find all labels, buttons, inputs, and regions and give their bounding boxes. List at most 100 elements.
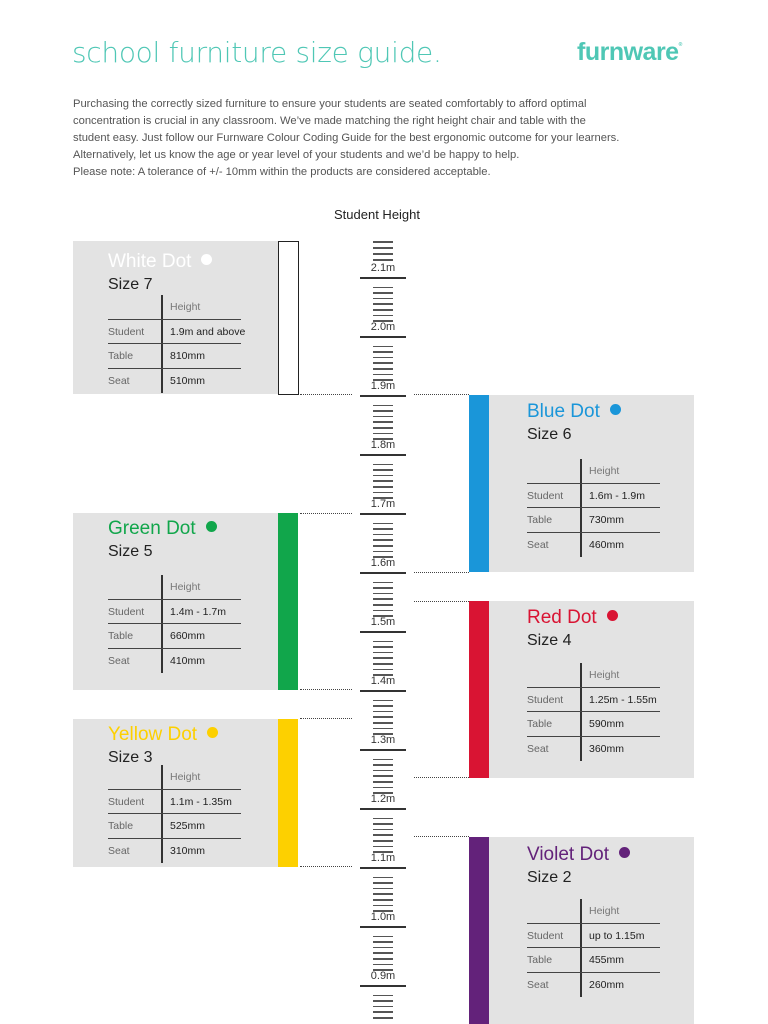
registered-mark: ®	[678, 42, 683, 48]
table-header-row: Height	[527, 663, 660, 688]
ruler-minor-tick	[373, 259, 393, 261]
ruler-minor-tick	[373, 969, 393, 971]
ruler-minor-tick	[373, 946, 393, 949]
table-row: Seat 510mm	[108, 369, 241, 394]
row-label: Table	[527, 954, 553, 966]
logo-text: furnware	[577, 38, 679, 66]
ruler-minor-tick	[373, 469, 393, 471]
row-label: Seat	[108, 844, 130, 857]
ruler-minor-tick	[373, 432, 393, 435]
row-label: Table	[527, 718, 553, 730]
ruler-label: 1.3m	[370, 734, 396, 746]
row-label: Student	[527, 693, 564, 706]
row-label: Seat	[108, 654, 130, 667]
intro-paragraph: Purchasing the correctly sized furniture…	[73, 96, 683, 181]
dot-name: Red Dot	[527, 607, 597, 628]
green-dot-icon	[205, 521, 217, 532]
table-height-value: 525mm	[170, 820, 206, 832]
ruler-minor-tick	[373, 828, 393, 831]
ruler-minor-tick	[373, 539, 393, 541]
ruler-minor-tick	[373, 415, 393, 418]
ruler-minor-tick	[373, 592, 393, 595]
ruler-minor-tick	[373, 297, 393, 300]
column-header: Height	[170, 581, 201, 593]
connector-line	[414, 394, 469, 395]
ruler-minor-tick	[373, 556, 393, 558]
ruler-minor-tick	[373, 775, 393, 777]
table-header-row: Height	[108, 575, 241, 600]
ruler-label: 1.6m	[370, 557, 396, 569]
ruler-minor-tick	[373, 292, 393, 294]
table-row: Student 1.9m and above	[108, 320, 245, 344]
table-height-value: 810mm	[170, 350, 206, 362]
ruler-minor-tick	[373, 727, 393, 730]
table-row: Student 1.6m - 1.9m	[527, 484, 660, 508]
ruler-major-tick	[360, 277, 406, 279]
ruler-minor-tick	[373, 910, 393, 912]
ruler-minor-tick	[373, 581, 393, 584]
ruler-minor-tick	[373, 320, 393, 322]
ruler-minor-tick	[373, 657, 393, 659]
ruler-label: 1.8m	[370, 439, 396, 451]
ruler-minor-tick	[373, 851, 393, 853]
ruler-minor-tick	[373, 522, 393, 525]
ruler-minor-tick	[373, 427, 393, 429]
size-label: Size 5	[108, 543, 153, 560]
table-row: Table 590mm	[527, 712, 660, 737]
size-label: Size 4	[527, 632, 572, 649]
dot-title: Green Dot	[108, 518, 217, 540]
row-label: Student	[108, 795, 145, 808]
ruler-minor-tick	[373, 373, 393, 376]
table-divider	[161, 765, 163, 863]
student-height-value: 1.1m - 1.35m	[170, 795, 232, 808]
ruler-minor-tick	[373, 674, 393, 676]
ruler-minor-tick	[373, 733, 393, 735]
row-label: Table	[527, 514, 553, 526]
ruler-minor-tick	[373, 528, 393, 530]
ruler-minor-tick	[373, 609, 393, 612]
connector-line	[300, 513, 352, 514]
connector-line	[414, 601, 469, 602]
white-range-bar	[278, 241, 299, 395]
ruler-minor-tick	[373, 958, 393, 960]
ruler-minor-tick	[373, 716, 393, 718]
row-label: Seat	[527, 538, 549, 551]
dot-name: White Dot	[108, 251, 192, 272]
connector-line	[300, 689, 352, 690]
ruler-major-tick	[360, 631, 406, 633]
table-row: Student 1.1m - 1.35m	[108, 790, 241, 814]
ruler-minor-tick	[373, 786, 393, 789]
blue-range-bar	[469, 395, 489, 572]
dot-name: Yellow Dot	[108, 724, 198, 745]
table-height-value: 660mm	[170, 630, 206, 642]
ruler-label: 0.9m	[370, 970, 396, 982]
ruler-minor-tick	[373, 545, 393, 547]
table-row: Student 1.25m - 1.55m	[527, 688, 660, 712]
dot-name: Blue Dot	[527, 401, 600, 422]
ruler-major-tick	[360, 454, 406, 456]
ruler-minor-tick	[373, 362, 393, 364]
table-divider	[580, 663, 582, 761]
ruler-minor-tick	[373, 781, 393, 783]
ruler-minor-tick	[373, 823, 393, 825]
red-dot-icon	[606, 610, 618, 621]
row-label: Table	[108, 630, 134, 642]
ruler-minor-tick	[373, 994, 393, 997]
furnware-logo: furnware®	[577, 38, 682, 67]
ruler-minor-tick	[373, 615, 393, 617]
column-header: Height	[589, 669, 620, 681]
violet-dot-icon	[619, 847, 631, 858]
ruler-minor-tick	[373, 368, 393, 370]
ruler-minor-tick	[373, 904, 393, 907]
intro-line: student easy. Just follow our Furnware C…	[73, 132, 620, 145]
row-label: Table	[108, 820, 134, 832]
ruler-major-tick	[360, 985, 406, 987]
row-label: Seat	[108, 374, 130, 387]
ruler-minor-tick	[373, 303, 393, 305]
yellow-range-bar	[278, 719, 298, 867]
ruler-minor-tick	[373, 438, 393, 440]
student-height-value: 1.9m and above	[170, 325, 246, 338]
dot-title: Yellow Dot	[108, 724, 219, 746]
ruler-minor-tick	[373, 421, 393, 423]
dot-title: Violet Dot	[527, 844, 631, 866]
